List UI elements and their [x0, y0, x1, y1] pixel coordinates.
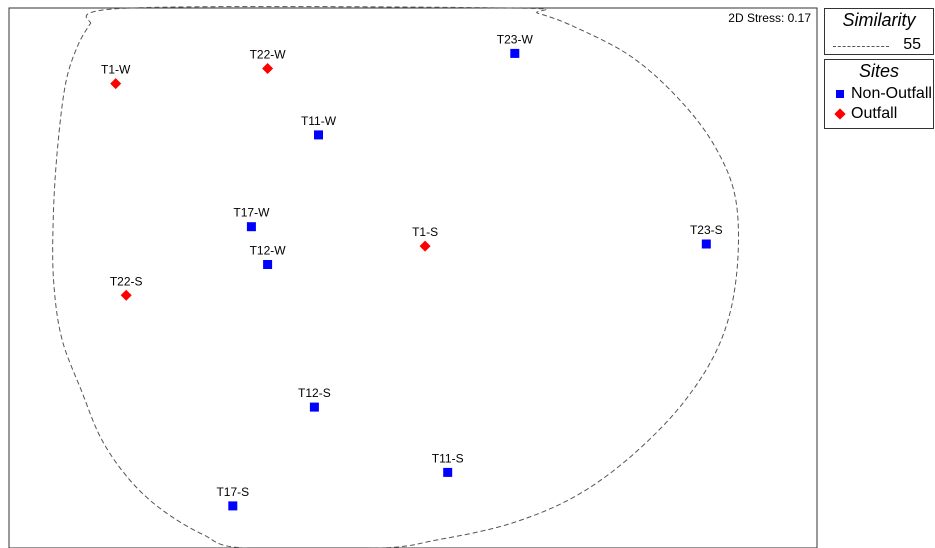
- point-t17-w: [247, 222, 256, 231]
- sites-legend-title: Sites: [825, 61, 933, 81]
- point-t12-w: [263, 260, 272, 269]
- stress-label: 2D Stress: 0.17: [728, 11, 811, 25]
- point-t11-w: [314, 130, 323, 139]
- point-label-t23-s: T23-S: [690, 223, 723, 237]
- point-t23-w: [510, 49, 519, 58]
- point-label-t22-s: T22-S: [110, 274, 143, 288]
- similarity-legend: Similarity 55: [824, 8, 934, 55]
- point-label-t11-w: T11-W: [301, 114, 337, 128]
- point-label-t23-w: T23-W: [497, 32, 534, 46]
- point-t17-s: [228, 501, 237, 510]
- point-label-t11-s: T11-S: [432, 451, 464, 465]
- legend-item-outfall: Outfall: [833, 104, 897, 124]
- point-t12-s: [310, 403, 319, 412]
- similarity-legend-title: Similarity: [825, 10, 933, 30]
- point-label-t12-s: T12-S: [298, 386, 331, 400]
- point-t23-s: [702, 240, 711, 249]
- point-label-t17-w: T17-W: [233, 206, 270, 220]
- nmds-plot: T23-W T11-W T17-W T12-W T23-S T12-S T11-S T17-S…: [0, 0, 820, 548]
- sites-legend: Sites Non-Outfall Outfall: [824, 59, 934, 129]
- red-diamond-icon: [833, 107, 847, 121]
- point-label-t12-w: T12-W: [250, 244, 287, 258]
- point-label-t1-s: T1-S: [412, 225, 438, 239]
- point-label-t17-s: T17-S: [216, 485, 249, 499]
- point-t11-s: [443, 468, 452, 477]
- similarity-value: 55: [903, 36, 921, 54]
- similarity-legend-row: 55: [833, 36, 925, 54]
- point-label-t22-w: T22-W: [250, 48, 287, 62]
- legend-label-non-outfall: Non-Outfall: [851, 84, 932, 104]
- point-label-t1-w: T1-W: [101, 63, 131, 77]
- blue-square-icon: [833, 87, 847, 101]
- legend-item-non-outfall: Non-Outfall: [833, 84, 932, 104]
- dashed-line-icon: [833, 46, 889, 47]
- legend-label-outfall: Outfall: [851, 104, 897, 124]
